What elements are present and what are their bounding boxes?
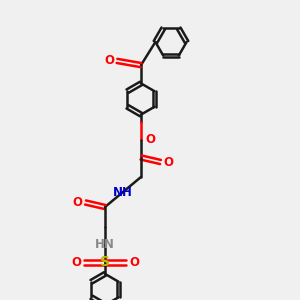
Text: S: S [100,256,110,269]
Text: O: O [164,155,173,169]
Text: O: O [145,133,155,146]
Text: NH: NH [113,185,133,199]
Text: O: O [129,256,139,269]
Text: O: O [105,54,115,68]
Text: O: O [73,196,82,209]
Text: HN: HN [95,238,115,251]
Text: O: O [71,256,81,269]
